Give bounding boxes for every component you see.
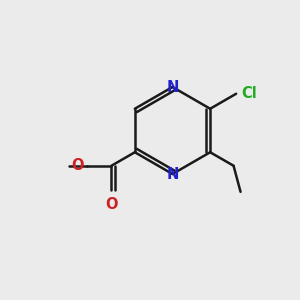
Text: O: O [105, 197, 118, 212]
Text: O: O [71, 158, 84, 173]
Text: N: N [166, 167, 179, 182]
Text: Cl: Cl [242, 86, 257, 101]
Text: N: N [166, 80, 179, 94]
